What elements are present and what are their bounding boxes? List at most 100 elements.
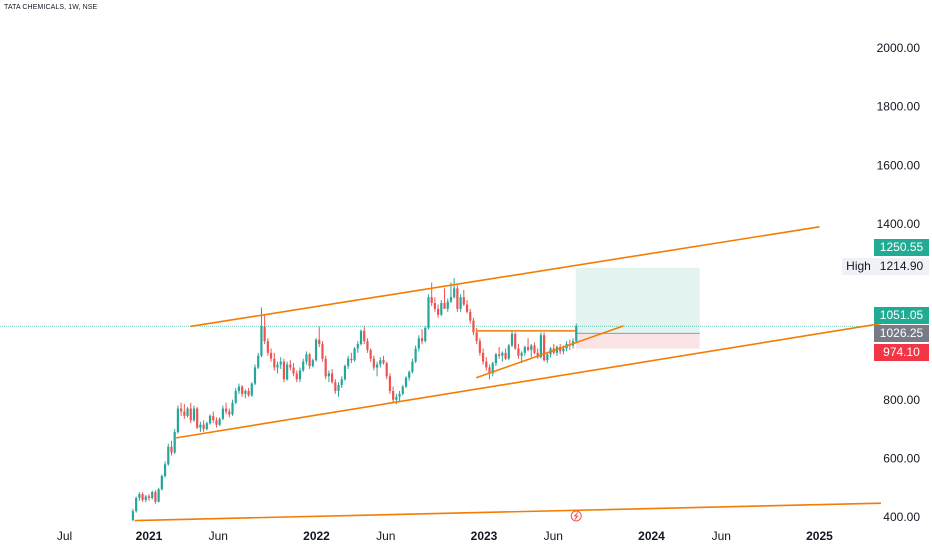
candle-body — [208, 415, 212, 424]
candle-body — [507, 345, 510, 359]
candle — [276, 361, 279, 374]
candle — [350, 352, 353, 364]
candle — [273, 352, 276, 371]
candle — [173, 429, 176, 454]
candle-body — [298, 370, 302, 380]
chart-title: TATA CHEMICALS, 1W, NSE — [4, 4, 98, 11]
candle — [530, 344, 533, 358]
candle-body — [131, 511, 135, 520]
candle — [170, 440, 173, 456]
candle-body — [536, 352, 539, 358]
candle — [440, 300, 443, 317]
candle-body — [462, 297, 465, 305]
candle-body — [331, 373, 334, 383]
candle-body — [269, 352, 273, 359]
candle — [250, 382, 253, 397]
candle-body — [343, 366, 347, 380]
y-tick-label: 2000.00 — [877, 41, 921, 55]
position-zones — [575, 267, 700, 349]
candle-body — [475, 332, 478, 342]
candle — [536, 348, 539, 359]
candle-body — [363, 330, 366, 342]
candle-body — [160, 475, 163, 490]
candle-body — [337, 385, 340, 391]
candle-body — [199, 424, 202, 428]
candle-body — [449, 297, 453, 302]
candle-body — [546, 354, 549, 361]
candle — [420, 329, 424, 345]
candle-body — [163, 464, 167, 476]
candle-body — [517, 348, 520, 356]
candle-body — [382, 360, 385, 364]
candle — [546, 352, 549, 364]
candle-body — [411, 361, 414, 372]
x-tick-label: Jun — [544, 529, 563, 543]
candle-body — [539, 335, 543, 358]
candle — [481, 348, 485, 365]
candle-body — [276, 364, 279, 368]
candle-body — [314, 339, 318, 361]
candle-body — [459, 297, 462, 309]
candle-body — [446, 301, 449, 309]
candle — [379, 357, 382, 368]
candle-body — [575, 326, 578, 342]
candle-body — [353, 348, 356, 361]
candle — [404, 376, 408, 389]
candle — [247, 388, 250, 397]
dividend-icon-glyph — [573, 512, 579, 520]
candle — [241, 385, 244, 397]
candle-body — [501, 352, 504, 356]
candle-body — [372, 358, 375, 368]
candle — [517, 344, 520, 359]
candle-body — [523, 346, 526, 353]
candle-body — [292, 367, 295, 374]
candle — [189, 402, 192, 424]
candle — [224, 402, 228, 415]
candle-body — [388, 376, 392, 391]
x-tick-label: 2025 — [806, 529, 833, 543]
candle-body — [253, 367, 257, 384]
candle — [353, 346, 356, 362]
candle-body — [478, 341, 481, 353]
candle — [324, 355, 327, 380]
candle-body — [295, 373, 298, 380]
candle-body — [237, 386, 241, 391]
candle-body — [289, 364, 292, 368]
y-axis: 2000.00 1800.00 1600.00 1400.00 800.00 600.00… — [877, 41, 921, 524]
candle — [286, 361, 289, 381]
candle — [408, 370, 411, 381]
candle-body — [350, 358, 353, 361]
candle — [343, 364, 347, 381]
candle — [176, 405, 180, 434]
candle — [321, 341, 324, 362]
candle — [446, 298, 449, 312]
candle — [526, 338, 530, 352]
x-tick-label: 2023 — [471, 529, 498, 543]
candle-body — [392, 390, 395, 400]
candle — [160, 474, 163, 491]
candle — [552, 344, 555, 355]
candle — [382, 355, 385, 365]
candle-body — [401, 386, 404, 394]
candle — [543, 332, 546, 362]
candle-body — [157, 489, 160, 502]
candle — [514, 332, 517, 350]
candle-body — [369, 349, 372, 359]
candle-body — [347, 358, 350, 367]
candle-body — [408, 371, 411, 378]
candle — [369, 348, 372, 362]
candle — [494, 352, 498, 367]
candle — [337, 382, 340, 397]
candle — [154, 490, 157, 504]
candle-body — [141, 494, 144, 500]
y-tick-label: 600.00 — [883, 451, 920, 465]
candle-body — [167, 446, 170, 465]
trendline-channel-lower — [175, 322, 882, 439]
candle-body — [485, 361, 488, 368]
candle-body — [443, 303, 446, 309]
candle-body — [504, 352, 507, 359]
candle-body — [266, 341, 269, 353]
candle-body — [321, 344, 324, 359]
candle — [253, 364, 257, 386]
